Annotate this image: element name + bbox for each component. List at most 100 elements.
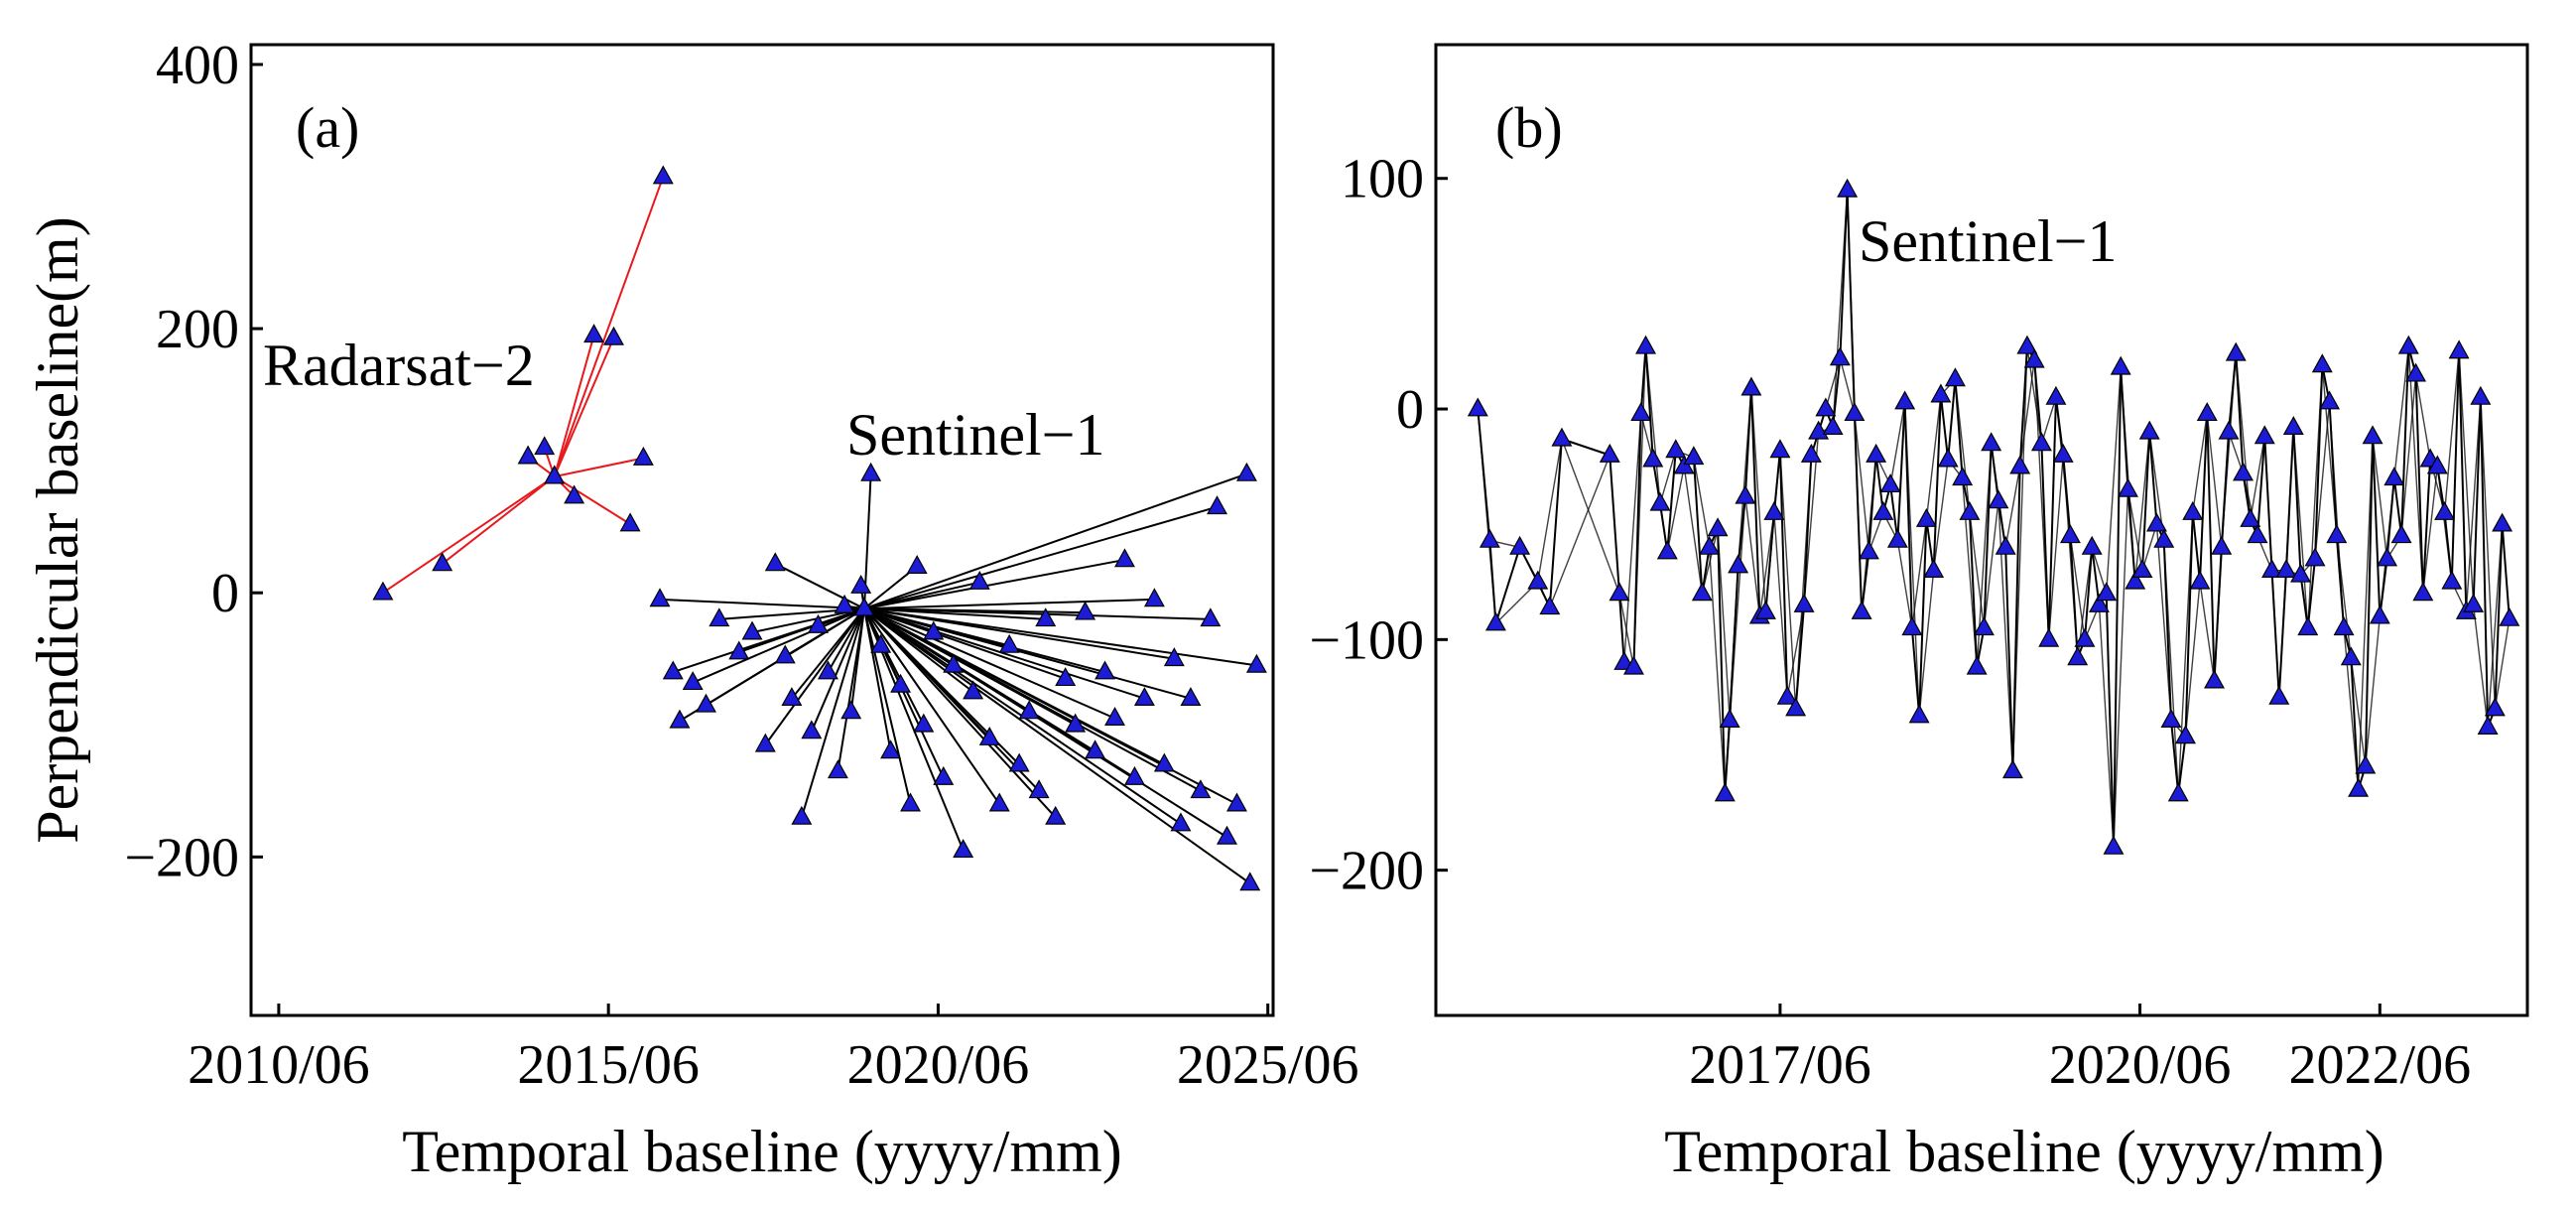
- baseline-link: [2465, 397, 2482, 612]
- acquisition-point: [741, 620, 763, 640]
- baseline-link: [1839, 190, 1849, 358]
- baseline-link: [791, 607, 865, 700]
- baseline-link: [2494, 618, 2511, 710]
- acquisition-point: [2009, 455, 2031, 474]
- acquisition-point: [2499, 606, 2520, 626]
- baseline-link: [849, 608, 865, 713]
- x-tick-label: 2015/06: [517, 1034, 700, 1096]
- acquisition-point: [1769, 439, 1791, 459]
- baseline-link: [2458, 350, 2475, 605]
- acquisition-point: [534, 436, 556, 456]
- acquisition-point: [963, 680, 984, 700]
- baseline-link: [2450, 350, 2461, 583]
- baseline-link: [2501, 524, 2511, 619]
- acquisition-point: [998, 633, 1020, 653]
- baseline-link: [2364, 436, 2375, 767]
- acquisition-point: [1754, 600, 1776, 619]
- acquisition-point: [808, 613, 829, 633]
- baseline-link: [863, 607, 945, 778]
- baseline-link: [382, 475, 556, 595]
- baseline-link: [863, 607, 1237, 805]
- baseline-link: [2113, 489, 2129, 848]
- baseline-link: [2350, 657, 2367, 767]
- panel-b-frame: [1434, 43, 2529, 1017]
- acquisition-point: [1776, 685, 1798, 705]
- panel-b-label: (b): [1495, 95, 1563, 160]
- acquisition-point: [1908, 704, 1930, 724]
- acquisition-point: [1995, 535, 2016, 555]
- baseline-link: [2472, 397, 2482, 605]
- baseline-link: [2155, 524, 2172, 721]
- acquisition-point: [978, 726, 1000, 745]
- baseline-link: [1750, 388, 1767, 612]
- baseline-link: [2192, 413, 2208, 513]
- panel-a-label: (a): [296, 95, 359, 160]
- baseline-link: [1683, 467, 1704, 594]
- acquisition-point: [2131, 559, 2153, 579]
- acquisition-point: [583, 324, 605, 343]
- acquisition-point: [1479, 528, 1500, 548]
- acquisition-point: [2211, 535, 2233, 555]
- baseline-link: [863, 607, 1251, 884]
- y-tick-label: 0: [1396, 379, 1424, 441]
- acquisition-point: [1190, 779, 1212, 799]
- baseline-link: [2126, 489, 2143, 571]
- acquisition-point: [754, 733, 776, 752]
- acquisition-point: [1793, 593, 1815, 612]
- acquisition-point: [827, 759, 848, 779]
- y-tick-label: 100: [1341, 149, 1424, 210]
- baseline-link: [1666, 466, 1685, 553]
- acquisition-point: [764, 552, 786, 572]
- acquisition-point: [1239, 872, 1261, 891]
- baseline-link: [2177, 736, 2187, 795]
- acquisition-point: [2405, 362, 2427, 382]
- baseline-link: [1939, 394, 1950, 461]
- acquisition-point: [1829, 346, 1851, 366]
- baseline-link: [863, 607, 1001, 805]
- baseline-link: [2314, 364, 2324, 560]
- acquisition-point: [1851, 600, 1872, 619]
- acquisition-point: [1635, 335, 1657, 354]
- acquisition-point: [2355, 754, 2377, 774]
- acquisition-point: [2167, 782, 2189, 802]
- y-tick-label: 200: [156, 299, 239, 360]
- baseline-link: [2047, 455, 2064, 640]
- acquisition-point: [1085, 739, 1106, 759]
- acquisition-point: [1207, 495, 1227, 515]
- acquisition-point: [968, 570, 990, 590]
- baseline-link: [1617, 593, 1625, 663]
- acquisition-point: [1858, 540, 1879, 560]
- sentinel-annotation-b: Sentinel−1: [1859, 208, 2117, 274]
- baseline-link: [2091, 547, 2101, 605]
- acquisition-point: [2110, 355, 2131, 375]
- acquisition-point: [619, 512, 641, 532]
- acquisition-point: [1719, 709, 1740, 729]
- acquisition-point: [923, 620, 945, 640]
- acquisition-point: [2182, 500, 2204, 520]
- acquisition-point: [988, 792, 1010, 812]
- baseline-link: [863, 607, 1057, 819]
- acquisition-point: [1656, 540, 1678, 560]
- baseline-link: [553, 335, 595, 477]
- acquisition-point: [2059, 524, 2081, 544]
- acquisition-point: [1785, 697, 1807, 717]
- acquisition-point: [1649, 491, 1671, 511]
- acquisition-point: [913, 713, 935, 733]
- acquisition-point: [1815, 397, 1837, 417]
- acquisition-point: [2045, 385, 2067, 405]
- baseline-link: [1632, 346, 1647, 668]
- acquisition-point: [2297, 616, 2319, 636]
- baseline-link: [2421, 460, 2432, 594]
- baseline-link: [863, 472, 1247, 610]
- acquisition-point: [2362, 425, 2383, 445]
- baseline-link: [1692, 457, 1704, 594]
- baseline-link: [2350, 657, 2360, 790]
- acquisition-point: [2304, 547, 2326, 567]
- acquisition-point: [2254, 425, 2275, 445]
- acquisition-point: [2348, 777, 2370, 797]
- baseline-link: [2393, 346, 2410, 478]
- baseline-link: [1969, 512, 1986, 628]
- baseline-link: [2472, 605, 2489, 728]
- baseline-link: [810, 607, 865, 733]
